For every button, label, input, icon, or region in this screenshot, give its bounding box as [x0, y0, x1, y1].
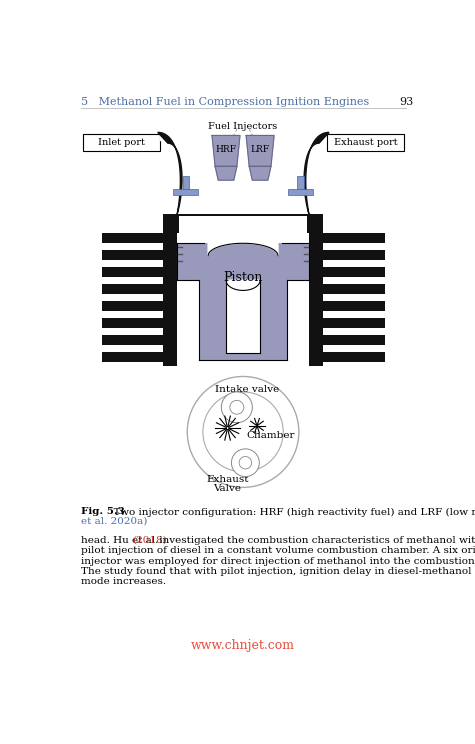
Bar [102, 234, 163, 243]
Circle shape [230, 400, 244, 414]
Text: LRF: LRF [250, 145, 270, 154]
Bar [309, 214, 323, 367]
Bar [177, 243, 309, 280]
Bar [297, 176, 304, 190]
Bar [323, 267, 385, 278]
Bar [102, 250, 163, 260]
Polygon shape [158, 132, 182, 214]
Text: (2018): (2018) [133, 536, 167, 545]
Bar [177, 214, 309, 234]
Circle shape [187, 376, 299, 487]
FancyBboxPatch shape [83, 134, 160, 151]
Polygon shape [304, 132, 329, 214]
Text: The study found that with pilot injection, ignition delay in diesel-methanol dua: The study found that with pilot injectio… [81, 567, 475, 576]
Text: 5   Methanol Fuel in Compression Ignition Engines: 5 Methanol Fuel in Compression Ignition … [81, 97, 370, 106]
Bar [102, 352, 163, 362]
Bar [102, 284, 163, 294]
Text: mode increases.: mode increases. [81, 577, 166, 586]
Text: Fuel Injectors: Fuel Injectors [209, 122, 278, 131]
Text: injector was employed for direct injection of methanol into the combustion chamb: injector was employed for direct injecti… [81, 557, 475, 565]
Bar [323, 301, 385, 311]
Bar [323, 335, 385, 345]
Bar [179, 216, 307, 234]
Text: Piston: Piston [223, 271, 263, 283]
Bar [323, 352, 385, 362]
Bar [288, 190, 313, 195]
Bar [199, 280, 226, 360]
Text: et al. 2020a): et al. 2020a) [81, 516, 147, 525]
Polygon shape [246, 135, 274, 166]
Bar [323, 318, 385, 328]
Bar [323, 234, 385, 243]
Bar [163, 214, 177, 367]
Circle shape [231, 449, 259, 477]
Bar [102, 335, 163, 345]
Polygon shape [208, 243, 278, 256]
Text: investigated the combustion characteristics of methanol with: investigated the combustion characterist… [156, 536, 475, 545]
Bar [323, 250, 385, 260]
Bar [199, 353, 287, 360]
Bar [102, 318, 163, 328]
Text: www.chnjet.com: www.chnjet.com [191, 638, 295, 652]
Bar [182, 176, 189, 190]
Bar [173, 190, 198, 195]
Text: Valve: Valve [214, 484, 242, 493]
Bar [226, 280, 260, 353]
Text: Inlet port: Inlet port [98, 138, 145, 147]
Bar [102, 301, 163, 311]
Polygon shape [249, 166, 271, 180]
Text: 93: 93 [399, 97, 414, 106]
Circle shape [239, 457, 252, 469]
Polygon shape [212, 135, 240, 166]
Text: HRF: HRF [216, 145, 237, 154]
Text: Fig. 5.3: Fig. 5.3 [81, 507, 125, 516]
Bar [102, 267, 163, 278]
Text: head. Hu et al.: head. Hu et al. [81, 536, 162, 545]
Text: Two injector configuration: HRF (high reactivity fuel) and LRF (low reactivity f: Two injector configuration: HRF (high re… [107, 507, 475, 516]
Bar [323, 284, 385, 294]
Polygon shape [215, 166, 237, 180]
Text: Exhaust: Exhaust [206, 475, 249, 484]
Circle shape [203, 392, 283, 472]
Text: Intake valve: Intake valve [215, 385, 279, 394]
Text: Exhaust port: Exhaust port [333, 138, 397, 147]
Circle shape [221, 392, 252, 423]
Polygon shape [226, 280, 260, 290]
Bar [260, 280, 287, 360]
Text: Chamber: Chamber [246, 432, 294, 440]
FancyBboxPatch shape [327, 134, 404, 151]
Text: pilot injection of diesel in a constant volume combustion chamber. A six orifice: pilot injection of diesel in a constant … [81, 546, 475, 555]
